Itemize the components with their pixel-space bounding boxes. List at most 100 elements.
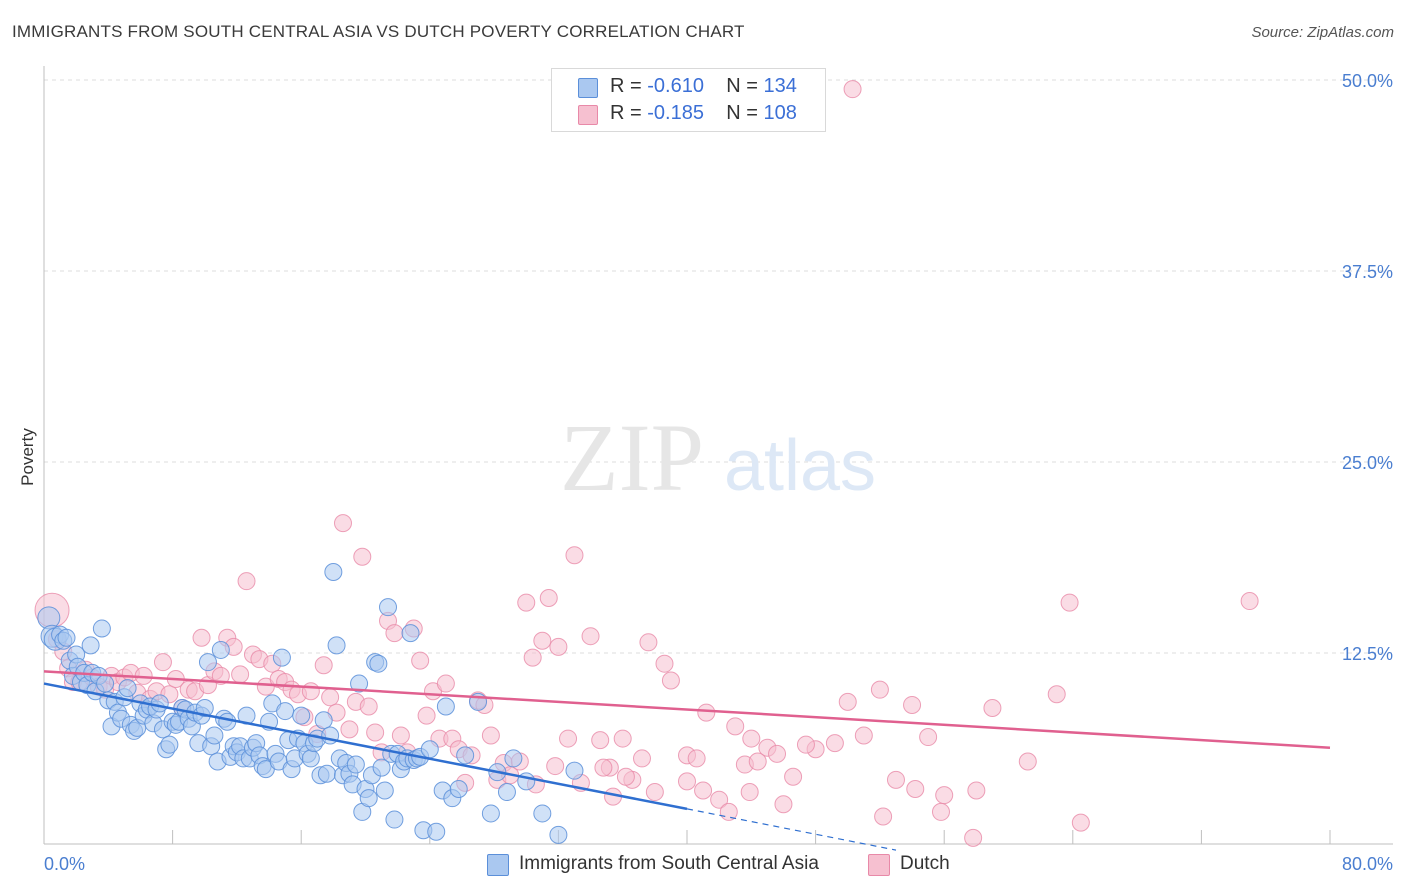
data-point-immigrants xyxy=(385,810,404,829)
axes xyxy=(43,66,1393,845)
data-point-immigrants xyxy=(549,825,568,844)
data-point-immigrants xyxy=(346,755,365,774)
data-point-immigrants xyxy=(350,674,369,693)
data-point-immigrants xyxy=(369,654,388,673)
data-point-dutch xyxy=(523,648,542,667)
data-point-immigrants xyxy=(324,563,343,582)
data-point-immigrants xyxy=(379,598,398,617)
data-point-dutch xyxy=(710,790,729,809)
data-point-dutch xyxy=(796,735,815,754)
y-tick-label: 50.0% xyxy=(1342,71,1393,91)
data-point-dutch xyxy=(740,783,759,802)
data-point-dutch xyxy=(983,699,1002,718)
bottom-legend-swatch-blue xyxy=(487,854,509,876)
legend-n-label: N = xyxy=(726,102,758,124)
trend-lines xyxy=(43,670,1331,851)
data-point-dutch xyxy=(645,783,664,802)
data-point-dutch xyxy=(533,631,552,650)
data-point-dutch xyxy=(1240,592,1259,611)
chart-title: IMMIGRANTS FROM SOUTH CENTRAL ASIA VS DU… xyxy=(12,22,745,41)
data-point-dutch xyxy=(411,651,430,670)
data-point-dutch xyxy=(697,703,716,722)
data-point-dutch xyxy=(774,795,793,814)
x-tick-min: 0.0% xyxy=(44,854,85,874)
data-point-immigrants xyxy=(272,648,291,667)
data-point-dutch xyxy=(967,781,986,800)
data-point-dutch xyxy=(192,628,211,647)
data-point-dutch xyxy=(838,692,857,711)
legend-n-label: N = xyxy=(726,75,758,97)
data-point-dutch xyxy=(687,749,706,768)
watermark-zip: ZIP xyxy=(560,404,704,511)
data-point-immigrants xyxy=(96,674,115,693)
data-point-dutch xyxy=(301,682,320,701)
trend-line-dutch xyxy=(43,670,1331,749)
data-point-immigrants xyxy=(205,726,224,745)
data-point-immigrants xyxy=(401,624,420,643)
data-point-immigrants xyxy=(497,783,516,802)
data-point-dutch xyxy=(874,807,893,826)
data-point-dutch xyxy=(559,729,578,748)
data-point-dutch xyxy=(539,588,558,607)
legend-swatch-blue xyxy=(578,78,598,98)
data-point-dutch xyxy=(678,772,696,791)
y-tick-label: 25.0% xyxy=(1342,453,1393,473)
data-point-immigrants xyxy=(92,619,111,638)
data-point-dutch xyxy=(726,717,745,736)
data-point-dutch xyxy=(854,726,873,745)
trend-line-immigrants-extension xyxy=(686,808,897,851)
data-point-dutch xyxy=(870,680,889,699)
data-point-dutch xyxy=(591,731,610,750)
data-point-dutch xyxy=(211,666,230,685)
data-point-immigrants xyxy=(449,779,468,798)
data-point-dutch xyxy=(935,786,954,805)
data-point-immigrants xyxy=(198,653,217,672)
legend-r-value: -0.185 xyxy=(647,102,704,124)
data-point-immigrants xyxy=(420,740,439,759)
y-axis-label: Poverty xyxy=(18,428,37,486)
data-point-dutch xyxy=(153,653,172,672)
data-point-immigrants xyxy=(211,640,230,659)
data-point-immigrants xyxy=(375,781,394,800)
data-point-dutch xyxy=(886,770,905,789)
bottom-legend-label: Immigrants from South Central Asia xyxy=(519,853,819,874)
data-point-dutch xyxy=(481,726,500,745)
data-point-dutch xyxy=(1060,593,1079,612)
data-point-immigrants xyxy=(456,746,475,765)
data-point-dutch xyxy=(581,627,600,646)
data-point-immigrants xyxy=(195,699,214,718)
data-point-immigrants xyxy=(359,789,378,808)
data-point-dutch xyxy=(359,697,378,716)
data-point-dutch xyxy=(517,593,536,612)
data-point-immigrants xyxy=(292,706,311,725)
data-point-immigrants xyxy=(314,711,333,730)
chart-source: Source: ZipAtlas.com xyxy=(1251,24,1394,41)
data-point-dutch xyxy=(742,729,761,748)
y-tick-label: 37.5% xyxy=(1342,262,1393,282)
watermark-atlas: atlas xyxy=(724,426,876,506)
stats-legend: R = -0.610 N = 134 R = -0.185 N = 108 xyxy=(551,68,826,132)
data-point-dutch xyxy=(906,779,925,798)
data-point-immigrants xyxy=(436,697,455,716)
data-point-dutch xyxy=(231,665,250,684)
series-immigrants-points xyxy=(37,563,584,844)
data-point-immigrants xyxy=(218,712,237,731)
data-point-immigrants xyxy=(301,749,320,768)
bottom-legend-label: Dutch xyxy=(900,853,950,874)
data-point-dutch xyxy=(613,729,632,748)
data-point-dutch xyxy=(565,546,584,565)
data-point-immigrants xyxy=(160,735,179,754)
data-point-dutch xyxy=(1047,685,1066,704)
data-point-dutch xyxy=(919,728,938,747)
watermark: ZIP atlas xyxy=(560,404,876,511)
data-point-immigrants xyxy=(533,804,552,823)
bottom-legend: Immigrants from South Central Asia Dutch xyxy=(0,852,1406,878)
data-point-dutch xyxy=(748,752,767,771)
data-point-dutch xyxy=(616,767,635,786)
data-point-dutch xyxy=(546,757,565,776)
grid-lines xyxy=(44,79,1393,654)
data-point-dutch xyxy=(639,633,658,652)
data-point-dutch xyxy=(436,674,455,693)
data-point-dutch xyxy=(632,749,651,768)
data-point-immigrants xyxy=(565,761,584,780)
